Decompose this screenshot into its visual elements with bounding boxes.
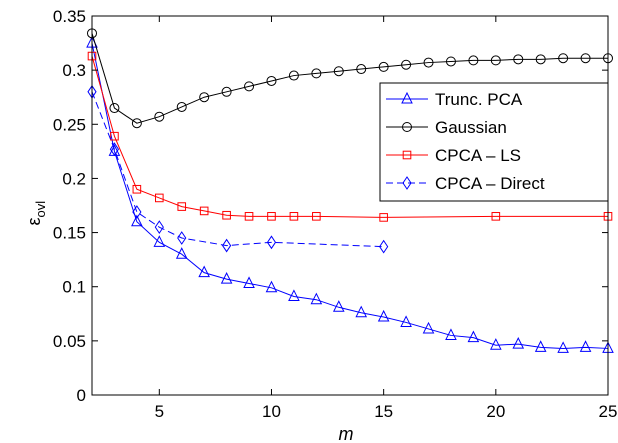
data-point <box>199 206 209 216</box>
series-line-1 <box>91 33 608 124</box>
series-1 <box>87 28 613 129</box>
data-point <box>109 103 120 114</box>
data-point <box>244 81 255 92</box>
legend-entry-3: CPCA – Direct <box>386 174 545 193</box>
data-point <box>490 55 501 66</box>
series-line-3 <box>91 91 384 248</box>
data-point <box>468 55 479 66</box>
data-point <box>132 205 142 219</box>
x-axis-label: m <box>339 424 354 443</box>
y-tick-label: 0.15 <box>53 224 86 243</box>
data-point <box>332 300 345 312</box>
data-point <box>266 235 277 250</box>
data-point <box>244 212 254 221</box>
data-point <box>490 338 502 350</box>
data-point <box>131 118 142 129</box>
y-tick-label: 0.1 <box>62 278 86 297</box>
data-point <box>109 142 120 157</box>
legend-entry-1: Gaussian <box>386 118 507 137</box>
data-point <box>580 53 591 64</box>
y-tick-label: 0.35 <box>53 7 86 26</box>
data-point <box>154 111 165 122</box>
data-point <box>222 238 232 253</box>
data-point <box>422 321 435 334</box>
data-point <box>220 272 233 284</box>
data-point <box>198 265 210 278</box>
y-tick-label: 0.25 <box>53 115 86 134</box>
data-point <box>177 231 187 245</box>
data-point <box>355 305 368 318</box>
legend-label: Trunc. PCA <box>435 90 523 109</box>
data-point <box>513 54 524 65</box>
plot-marks <box>86 28 614 353</box>
data-point <box>579 340 592 352</box>
data-point <box>379 213 388 222</box>
data-point <box>288 289 300 301</box>
data-point <box>377 309 390 322</box>
series-3 <box>87 84 389 254</box>
data-point <box>445 56 456 67</box>
legend-box <box>379 82 609 202</box>
data-point <box>400 315 412 327</box>
data-point <box>288 70 299 81</box>
y-tick-label: 0.2 <box>62 169 86 188</box>
y-tick-label: 0.3 <box>62 61 86 80</box>
x-tick-label: 20 <box>486 402 505 421</box>
data-point <box>378 61 389 72</box>
data-point <box>401 59 412 70</box>
legend: Trunc. PCA Gaussian CPCA – LS CPCA – Direct <box>379 82 609 202</box>
data-point <box>491 212 501 221</box>
x-tick-label: 10 <box>262 402 281 421</box>
x-tick-label: 15 <box>374 402 393 421</box>
data-point <box>312 212 321 221</box>
y-tick-label: 0.05 <box>53 332 86 351</box>
data-point <box>221 86 232 97</box>
data-point <box>175 247 188 259</box>
x-tick-label: 25 <box>599 402 618 421</box>
x-tick-label: 5 <box>155 402 164 421</box>
data-point <box>535 54 546 65</box>
y-tick-label: 0 <box>77 386 86 405</box>
data-point <box>243 276 255 288</box>
data-point <box>467 330 480 343</box>
data-point <box>110 131 119 141</box>
y-axis-label: εovl <box>24 201 48 226</box>
data-point <box>222 210 231 220</box>
legend-marker <box>402 150 412 160</box>
data-point <box>557 341 569 353</box>
data-point <box>153 235 166 247</box>
data-point <box>423 57 434 68</box>
data-point <box>132 184 142 194</box>
data-point <box>333 66 344 77</box>
legend-label: CPCA – LS <box>435 146 521 165</box>
data-point <box>310 292 323 305</box>
data-point <box>177 202 187 211</box>
plot-frame <box>91 15 609 396</box>
data-point <box>289 212 299 221</box>
data-point <box>512 336 525 349</box>
data-point <box>266 75 277 86</box>
legend-marker <box>402 176 412 190</box>
data-point <box>356 64 367 75</box>
data-point <box>379 239 389 254</box>
data-point <box>265 280 278 293</box>
data-point <box>176 101 187 112</box>
data-point <box>311 68 322 79</box>
legend-label: Gaussian <box>435 118 507 137</box>
legend-entry-2: CPCA – LS <box>386 146 521 165</box>
data-point <box>199 92 210 103</box>
legend-label: CPCA – Direct <box>435 174 545 193</box>
data-point <box>445 328 457 340</box>
legend-marker <box>402 122 412 132</box>
legend-marker <box>401 91 413 104</box>
data-point <box>154 220 164 235</box>
data-point <box>558 53 569 64</box>
data-point <box>131 214 143 227</box>
data-point <box>534 340 547 352</box>
data-point <box>267 212 276 221</box>
data-point <box>155 193 164 203</box>
legend-entry-0: Trunc. PCA <box>386 90 523 109</box>
